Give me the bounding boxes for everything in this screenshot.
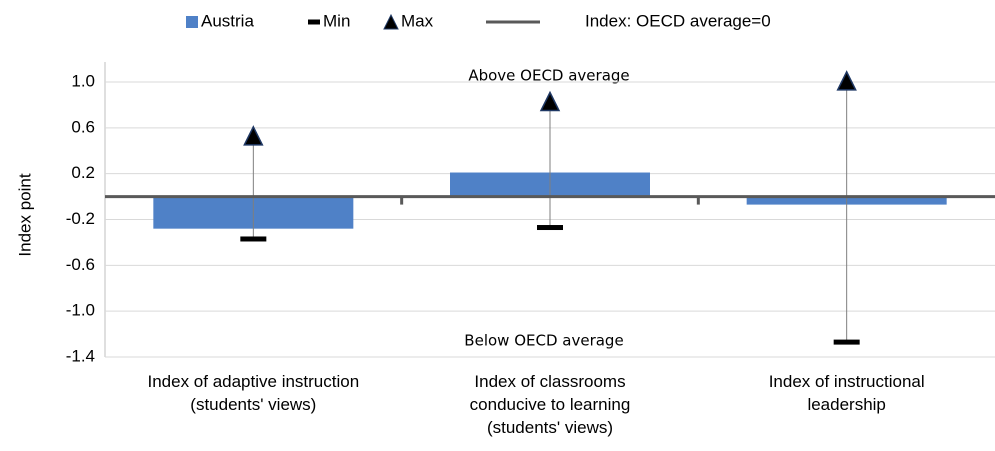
y-tick-label: -1.0 xyxy=(66,301,95,320)
min-marker xyxy=(537,225,563,231)
legend-label: Austria xyxy=(201,11,254,30)
x-tick-label: Index of classrooms conducive to learning… xyxy=(470,372,631,437)
legend-swatch xyxy=(383,13,399,30)
y-tick-label: 1.0 xyxy=(71,71,95,90)
min-marker xyxy=(240,236,267,242)
y-tick-label: -0.2 xyxy=(66,209,95,228)
legend-swatch xyxy=(308,19,320,25)
annotation: Above OECD average xyxy=(468,67,629,85)
y-tick-label: -0.6 xyxy=(66,255,95,274)
max-marker xyxy=(539,90,561,112)
legend-swatch xyxy=(186,16,198,28)
annotation: Below OECD average xyxy=(464,332,623,350)
y-tick-label: 0.6 xyxy=(71,117,95,136)
max-marker xyxy=(836,70,857,91)
legend-label: Max xyxy=(401,11,434,30)
max-marker xyxy=(243,125,264,146)
x-tick-label: Index of adaptive instruction (students' … xyxy=(147,372,359,414)
legend-label: Index: OECD average=0 xyxy=(585,11,771,30)
y-tick-label: 0.2 xyxy=(71,163,95,182)
y-tick-label: -1.4 xyxy=(66,346,95,365)
legend-label: Min xyxy=(323,11,350,30)
y-axis-label: Index point xyxy=(15,173,34,256)
min-marker xyxy=(833,339,860,345)
x-tick-label: Index of instructional leadership xyxy=(769,372,925,414)
